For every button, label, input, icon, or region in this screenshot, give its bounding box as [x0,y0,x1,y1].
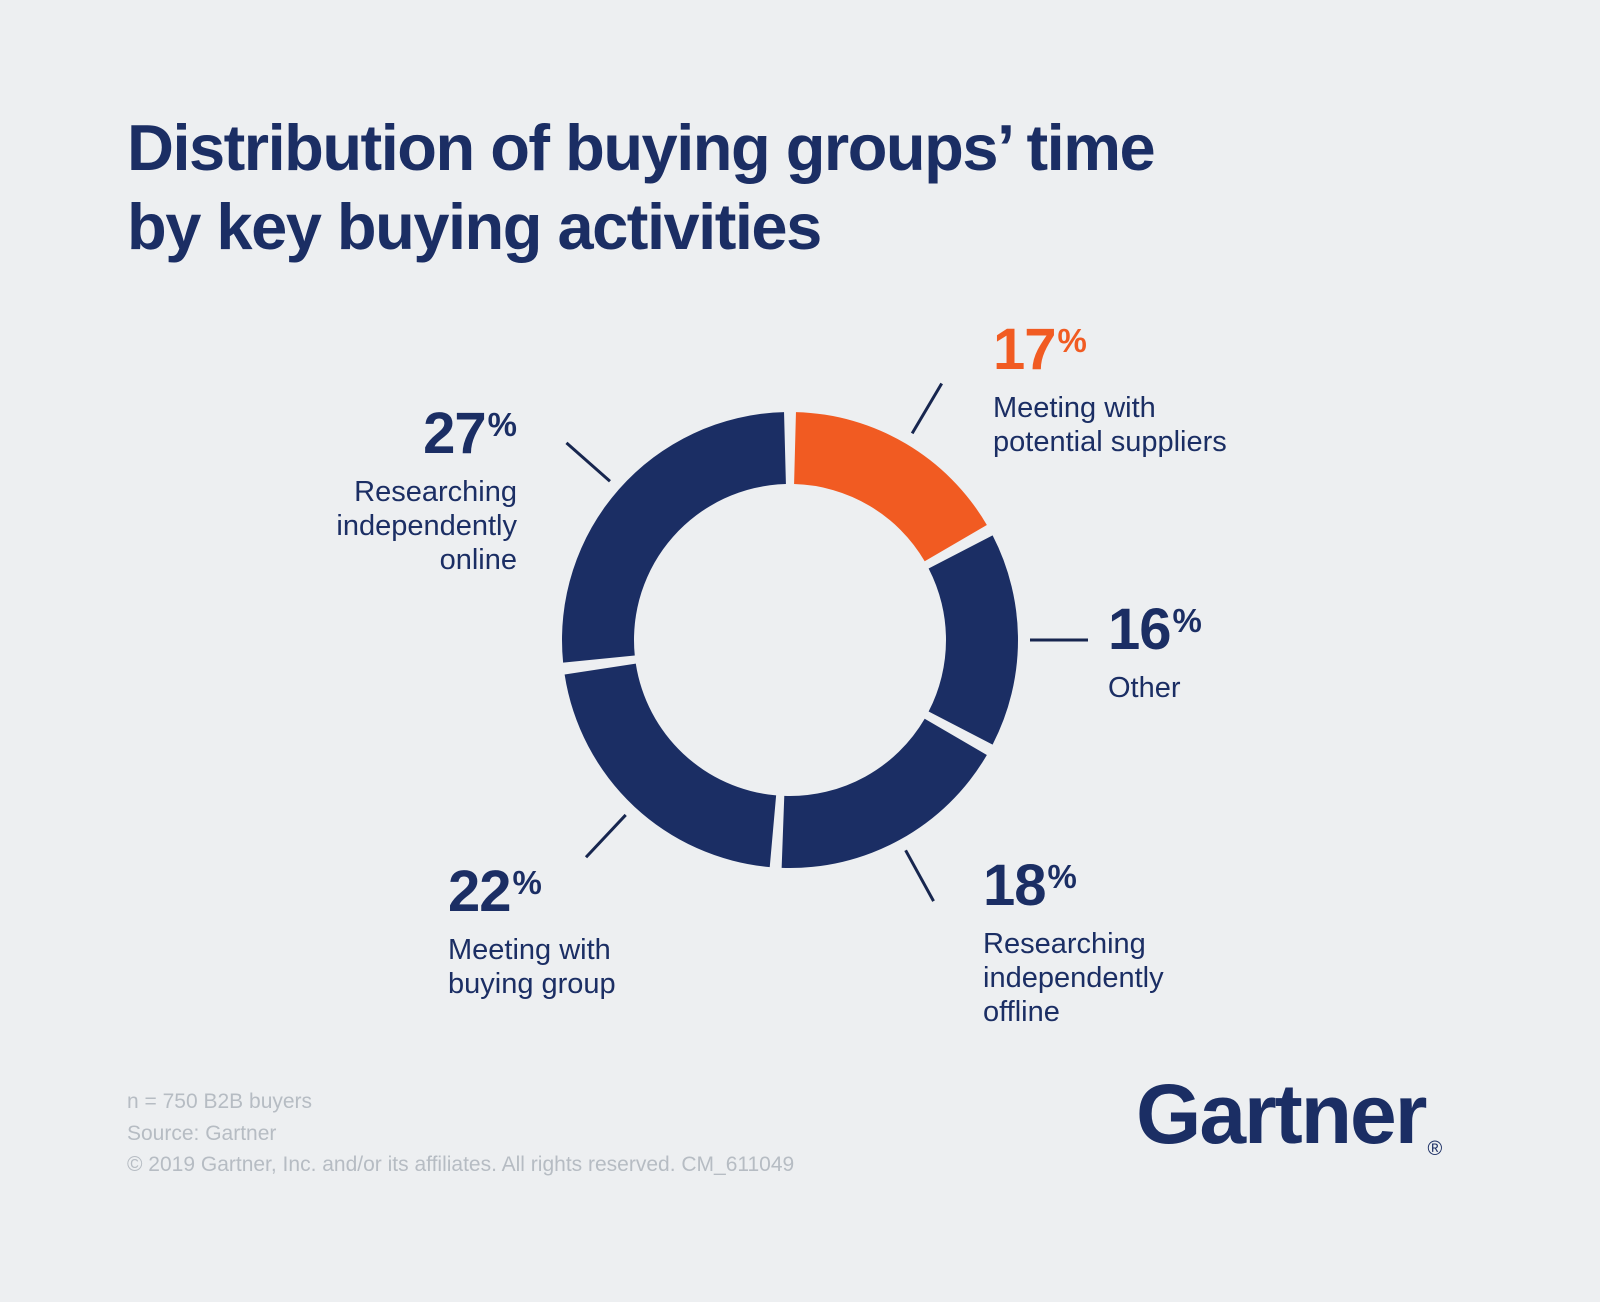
page-title: Distribution of buying groups’ time by k… [127,111,1156,264]
donut-segment-researching-independently-offline [781,718,987,868]
callout-researching-independently-offline: 18% Researching independently offline [983,852,1164,1030]
callout-value: 18% [983,853,1077,918]
donut-segment-meeting-with-potential-suppliers [794,412,987,562]
callout-other: 16% Other [1108,596,1202,705]
callout-label: Meeting with buying group [448,934,616,1001]
gartner-logo-text: Gartner [1136,1067,1427,1161]
callout-value: 27% [423,401,517,466]
callout-label: Meeting with potential suppliers [993,392,1227,459]
callout-value: 17% [993,317,1087,382]
footer-copyright: © 2019 Gartner, Inc. and/or its affiliat… [127,1153,795,1176]
callout-value: 22% [448,859,542,924]
callout-meeting-potential-suppliers: 17% Meeting with potential suppliers [993,316,1227,459]
callout-label: Researching independently online [336,476,517,577]
footer-notes: n = 750 B2B buyers Source: Gartner © 201… [127,1086,794,1181]
footer-sample-size: n = 750 B2B buyers [127,1090,313,1113]
leader-line-researching-independently-offline [904,849,935,902]
leader-line-meeting-with-buying-group [584,813,627,859]
callout-researching-independently-online: 27% Researching independently online [336,400,517,578]
leader-line-meeting-with-potential-suppliers [910,382,943,435]
donut-segment-meeting-with-buying-group [564,663,777,868]
callout-label: Other [1108,672,1181,704]
registered-trademark-icon: ® [1427,1138,1443,1160]
donut-segment-other [928,535,1018,745]
donut-segment-researching-independently-online [562,412,786,663]
gartner-logo: Gartner ® [1136,1066,1442,1163]
callout-value: 16% [1108,597,1202,662]
donut-chart [562,382,1088,902]
callout-meeting-with-buying-group: 22% Meeting with buying group [448,858,616,1001]
leader-line-researching-independently-online [565,441,611,483]
callout-label: Researching independently offline [983,928,1164,1029]
footer-source: Source: Gartner [127,1121,277,1145]
